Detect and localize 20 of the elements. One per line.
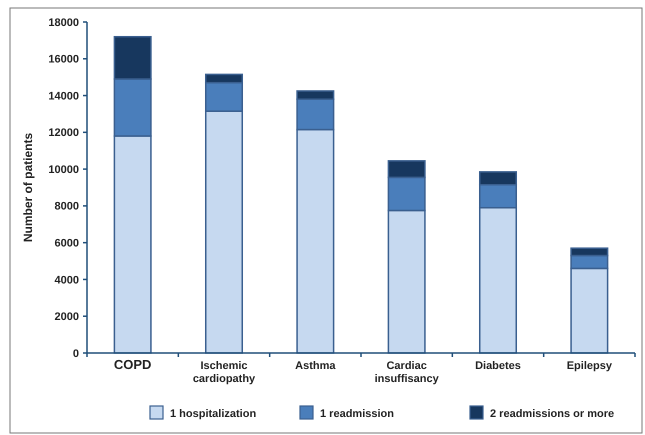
legend-label: 2 readmissions or more: [490, 408, 614, 420]
y-tick-label: 0: [72, 348, 79, 360]
y-axis-title: Number of patients: [21, 132, 35, 242]
legend-label: 1 readmission: [320, 408, 394, 420]
y-tick-label: 8000: [54, 200, 79, 213]
y-tick-label: 2000: [54, 311, 79, 324]
y-tick-label: 10000: [48, 164, 79, 176]
y-tick-label: 16000: [48, 54, 79, 66]
y-tick-label: 18000: [48, 16, 79, 29]
x-tick-label: Diabetes: [475, 360, 521, 372]
legend-label: 1 hospitalization: [170, 408, 256, 420]
x-tick-label: Epilepsy: [566, 360, 613, 372]
y-tick-label: 12000: [48, 127, 79, 140]
x-tick-label: Cardiac insuffisancy: [374, 360, 440, 385]
y-tick-label: 14000: [48, 90, 79, 102]
x-tick-label: Asthma: [295, 360, 336, 372]
x-tick-label: Ischemic cardiopathy: [192, 360, 256, 385]
x-tick-label: COPD: [114, 357, 152, 372]
y-tick-label: 4000: [54, 274, 79, 286]
y-tick-label: 6000: [54, 238, 79, 250]
